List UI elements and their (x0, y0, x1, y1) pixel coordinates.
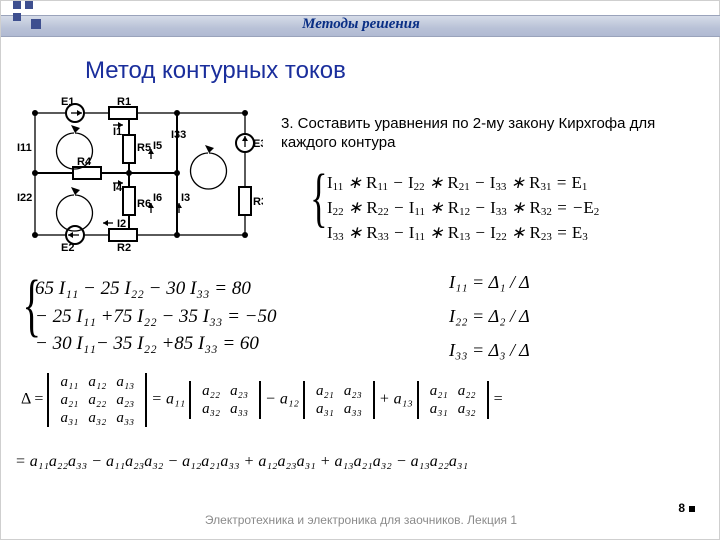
page-heading: Метод контурных токов (85, 57, 346, 85)
term-a13: + a₁₃ (379, 391, 413, 408)
svg-text:E1: E1 (61, 96, 74, 108)
matrix-3x3: a₁₁a₁₂a₁₃ a₂₁a₂₂a₂₃ a₃₁a₃₂a₃₃ (55, 373, 139, 427)
footer-text: Электротехника и электроника для заочник… (1, 513, 720, 527)
banner-title: Методы решения (1, 16, 720, 33)
determinant-expansion: Δ = a₁₁a₁₂a₁₃ a₂₁a₂₂a₂₃ a₃₁a₃₂a₃₃ = a₁₁ … (21, 373, 503, 427)
svg-text:I2: I2 (117, 218, 126, 230)
svg-text:I1: I1 (113, 126, 122, 138)
svg-text:I6: I6 (153, 192, 162, 204)
step-text: 3. Составить уравнения по 2-му закону Ки… (281, 115, 713, 153)
numeric-system: { 65 I₁₁ − 25 I₂₂ − 30 I₃₃ = 80 − 25 I₁₁… (35, 275, 276, 358)
svg-text:E2: E2 (61, 242, 74, 253)
cramer-i33: I₃₃ = Δ₃ / Δ (449, 337, 530, 363)
term-a11: = a₁₁ (151, 391, 185, 408)
term-a12: − a₁₂ (265, 391, 299, 408)
symbolic-system: { I11 ∗ R11 − I22 ∗ R21 − I33 ∗ R31 = E1… (327, 171, 599, 246)
determinant-expanded: = a₁₁a₂₂a₃₃ − a₁₁a₂₃a₃₂ − a₁₂a₂₁a₃₃ + a₁… (15, 453, 468, 471)
delta-label: Δ = (21, 391, 43, 408)
svg-text:R1: R1 (117, 96, 131, 108)
svg-text:I33: I33 (171, 129, 186, 141)
page-bullet-icon (689, 506, 695, 512)
svg-text:I5: I5 (153, 140, 162, 152)
svg-text:R3: R3 (253, 196, 263, 208)
cramer-i22: I₂₂ = Δ₂ / Δ (449, 303, 530, 329)
cramer-i11: I₁₁ = Δ₁ / Δ (449, 269, 530, 295)
numeric-row-2: − 25 I₁₁ +75 I₂₂ − 35 I₃₃ = −50 (35, 303, 276, 331)
numeric-row-3: − 30 I₁₁− 35 I₂₂ +85 I₃₃ = 60 (35, 330, 276, 358)
svg-text:I3: I3 (181, 192, 190, 204)
svg-text:R6: R6 (137, 198, 151, 210)
svg-text:I22: I22 (17, 192, 32, 204)
cramer-results: I₁₁ = Δ₁ / Δ I₂₂ = Δ₂ / Δ I₃₃ = Δ₃ / Δ (449, 269, 530, 363)
svg-text:E3: E3 (253, 138, 263, 150)
trailing-equals: = (493, 391, 504, 408)
svg-text:R5: R5 (137, 142, 151, 154)
svg-text:I11: I11 (17, 142, 32, 154)
svg-text:R2: R2 (117, 242, 131, 253)
corner-dots-icon (13, 1, 53, 41)
numeric-row-1: 65 I₁₁ − 25 I₂₂ − 30 I₃₃ = 80 (35, 275, 276, 303)
page-number: 8 (678, 501, 685, 515)
circuit-diagram: E1 R1 I11 I1 R4 R5 I5 I33 I22 I4 R6 I6 I… (17, 95, 263, 253)
